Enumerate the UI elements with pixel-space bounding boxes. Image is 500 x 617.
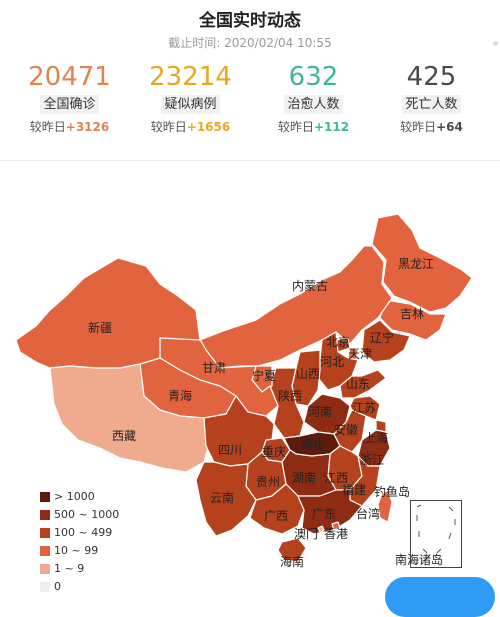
label-guangxi: 广西	[264, 509, 288, 523]
legend-label: > 1000	[54, 490, 95, 503]
province-jilin[interactable]	[379, 299, 447, 341]
legend-label: 500 ~ 1000	[54, 508, 120, 521]
dead-count: 425	[406, 62, 457, 92]
label-qinghai: 青海	[168, 388, 192, 403]
label-nanhai: 南海诸岛	[395, 553, 444, 567]
delta-value: +64	[436, 120, 463, 134]
south-china-sea-inset	[410, 500, 462, 568]
label-liaoning: 辽宁	[370, 330, 394, 345]
province-layer	[15, 213, 473, 563]
label-tianjin: 天津	[348, 347, 372, 361]
province-heilongjiang[interactable]	[371, 213, 473, 313]
label-fujian: 福建	[342, 482, 366, 497]
timestamp: 截止时间: 2020/02/04 10:55	[168, 36, 332, 50]
label-ningxia: 宁夏	[252, 368, 276, 383]
label-shanghai: 上海	[364, 430, 388, 445]
delta-prefix: 较昨日	[277, 120, 314, 134]
scroll-indicator	[493, 41, 498, 46]
province-shandong[interactable]	[339, 369, 387, 399]
delta-value: +3126	[65, 120, 110, 134]
label-jiangxi: 江西	[324, 471, 348, 485]
province-hainan[interactable]	[277, 537, 307, 563]
province-guangdong[interactable]	[297, 489, 363, 535]
legend-label: 0	[54, 580, 61, 593]
confirmed-delta: 较昨日+3126	[7, 118, 132, 135]
stat-dead: 425 死亡人数 较昨日+64	[369, 62, 494, 135]
floating-action-button[interactable]	[385, 577, 495, 617]
delta-prefix: 较昨日	[400, 120, 437, 134]
label-yunnan: 云南	[210, 490, 234, 505]
label-anhui: 安徽	[334, 422, 358, 437]
label-sichuan: 四川	[218, 443, 242, 457]
suspected-label: 疑似病例	[161, 95, 220, 114]
label-diaoyu: 钓鱼岛	[374, 484, 410, 499]
label-gansu: 甘肃	[202, 361, 226, 375]
label-hainan: 海南	[280, 554, 304, 569]
label-shanxi: 山西	[296, 367, 320, 381]
legend-swatch	[40, 564, 50, 574]
delta-value: +1656	[186, 120, 231, 134]
label-guizhou: 贵州	[256, 475, 280, 489]
label-beijing: 北京	[326, 335, 350, 349]
confirmed-count: 20471	[28, 62, 111, 92]
province-xizang[interactable]	[49, 363, 211, 473]
legend-swatch	[40, 528, 50, 538]
cured-delta: 较昨日+112	[251, 118, 376, 135]
divider	[0, 160, 500, 161]
label-taiwan: 台湾	[356, 506, 380, 521]
label-hunan: 湖南	[292, 470, 316, 485]
legend-swatch	[40, 492, 50, 502]
legend-label: 1 ~ 9	[54, 562, 85, 575]
label-chongqing: 重庆	[262, 445, 286, 459]
suspected-count: 23214	[149, 62, 232, 92]
region-hongkong[interactable]	[331, 521, 341, 531]
delta-prefix: 较昨日	[150, 120, 187, 134]
stat-cured: 632 治愈人数 较昨日+112	[251, 62, 376, 135]
label-henan: 河南	[308, 404, 332, 419]
confirmed-label: 全国确诊	[40, 95, 99, 114]
label-jilin: 吉林	[400, 307, 424, 321]
province-liaoning[interactable]	[361, 319, 411, 363]
dead-label: 死亡人数	[402, 95, 461, 114]
page-title: 全国实时动态	[199, 11, 301, 31]
legend-label: 100 ~ 499	[54, 526, 113, 539]
province-labels: 黑龙江 吉林 辽宁 内蒙古 北京 天津 河北 山西 山东 河南 陕西 宁夏 甘肃…	[88, 257, 434, 569]
epidemic-dashboard: 全国实时动态 截止时间: 2020/02/04 10:55 20471 全国确诊…	[0, 11, 500, 617]
province-jiangsu[interactable]	[349, 395, 381, 421]
province-yunnan[interactable]	[195, 461, 257, 537]
legend-swatch	[40, 510, 50, 520]
label-xinjiang: 新疆	[88, 320, 112, 335]
label-hubei: 湖北	[300, 436, 324, 451]
dead-delta: 较昨日+64	[369, 118, 494, 135]
delta-prefix: 较昨日	[29, 120, 66, 134]
cured-label: 治愈人数	[284, 95, 343, 114]
label-xizang: 西藏	[112, 429, 136, 443]
stat-suspected: 23214 疑似病例 较昨日+1656	[128, 62, 253, 135]
label-shaanxi: 陕西	[278, 388, 302, 403]
label-jiangsu: 江苏	[352, 401, 376, 415]
region-taiwan[interactable]	[377, 489, 393, 523]
label-heilongjiang: 黑龙江	[398, 257, 434, 271]
label-macau: 澳门	[294, 526, 318, 541]
label-hongkong: 香港	[324, 527, 348, 541]
delta-value: +112	[313, 120, 350, 134]
suspected-delta: 较昨日+1656	[128, 118, 253, 135]
legend-label: 10 ~ 99	[54, 544, 99, 557]
legend-swatch	[40, 582, 50, 592]
stat-confirmed: 20471 全国确诊 较昨日+3126	[7, 62, 132, 135]
south-china-sea-dashes	[416, 504, 456, 554]
label-hebei: 河北	[320, 355, 344, 369]
label-guangdong: 广东	[312, 507, 336, 521]
label-zhejiang: 浙江	[360, 453, 384, 467]
cured-count: 632	[288, 62, 339, 92]
label-shandong: 山东	[346, 377, 370, 391]
province-guangxi[interactable]	[249, 483, 305, 535]
china-map: 黑龙江 吉林 辽宁 内蒙古 北京 天津 河北 山西 山东 河南 陕西 宁夏 甘肃…	[15, 213, 473, 569]
region-macau[interactable]	[317, 525, 325, 533]
label-neimenggu: 内蒙古	[292, 278, 328, 293]
legend-swatch	[40, 546, 50, 556]
